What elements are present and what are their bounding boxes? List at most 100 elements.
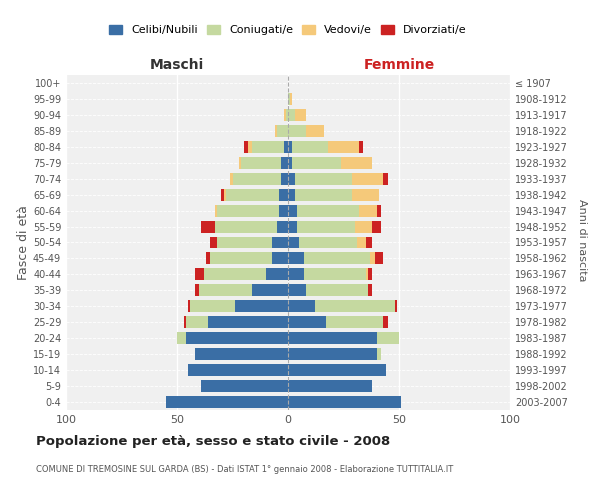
Bar	[188, 364, 288, 376]
Bar	[210, 252, 272, 264]
Bar	[202, 220, 215, 232]
Bar	[248, 141, 253, 153]
Bar	[186, 316, 208, 328]
Bar	[328, 141, 359, 153]
Bar	[288, 284, 306, 296]
Bar	[377, 204, 381, 216]
Bar	[341, 157, 373, 168]
Bar	[383, 316, 388, 328]
Bar	[288, 332, 377, 344]
Bar	[188, 300, 190, 312]
Bar	[355, 220, 373, 232]
Bar	[377, 332, 399, 344]
Legend: Celibi/Nubili, Coniugati/e, Vedovi/e, Divorziati/e: Celibi/Nubili, Coniugati/e, Vedovi/e, Di…	[105, 20, 471, 40]
Bar	[295, 188, 352, 200]
Bar	[288, 157, 292, 168]
Bar	[368, 268, 373, 280]
Bar	[288, 220, 297, 232]
Bar	[221, 188, 224, 200]
Bar	[286, 109, 288, 121]
Bar	[352, 188, 379, 200]
Bar	[279, 204, 288, 216]
Bar	[195, 284, 199, 296]
Bar	[277, 220, 288, 232]
Bar	[206, 252, 211, 264]
Bar	[232, 172, 281, 184]
Bar	[359, 141, 364, 153]
Bar	[288, 93, 290, 105]
Bar	[288, 364, 386, 376]
Bar	[199, 284, 253, 296]
Bar	[292, 157, 341, 168]
Bar	[288, 300, 314, 312]
Bar	[359, 204, 377, 216]
Bar	[275, 125, 277, 137]
Bar	[195, 268, 203, 280]
Bar	[277, 125, 288, 137]
Bar	[366, 236, 373, 248]
Bar	[297, 220, 355, 232]
Bar	[217, 236, 272, 248]
Text: Anni di nascita: Anni di nascita	[577, 198, 587, 281]
Text: Maschi: Maschi	[150, 58, 204, 72]
Bar	[326, 316, 383, 328]
Bar	[290, 93, 292, 105]
Bar	[241, 157, 281, 168]
Bar	[288, 316, 326, 328]
Bar	[370, 252, 374, 264]
Bar	[295, 109, 306, 121]
Bar	[166, 396, 288, 408]
Bar	[226, 188, 279, 200]
Bar	[295, 172, 352, 184]
Bar	[266, 268, 288, 280]
Bar	[288, 141, 292, 153]
Bar	[253, 141, 284, 153]
Bar	[288, 172, 295, 184]
Bar	[304, 252, 370, 264]
Bar	[366, 268, 368, 280]
Bar	[184, 316, 186, 328]
Bar	[292, 141, 328, 153]
Bar	[288, 125, 306, 137]
Bar	[314, 300, 395, 312]
Bar	[383, 172, 388, 184]
Bar	[215, 220, 277, 232]
Bar	[208, 316, 288, 328]
Bar	[352, 172, 383, 184]
Bar	[297, 204, 359, 216]
Bar	[306, 125, 323, 137]
Bar	[299, 236, 357, 248]
Bar	[288, 236, 299, 248]
Bar	[202, 380, 288, 392]
Bar	[368, 284, 373, 296]
Bar	[374, 252, 383, 264]
Bar	[288, 268, 304, 280]
Bar	[284, 141, 288, 153]
Bar	[306, 284, 368, 296]
Bar	[288, 380, 373, 392]
Bar	[210, 236, 217, 248]
Bar	[217, 204, 279, 216]
Bar	[304, 268, 366, 280]
Text: Popolazione per età, sesso e stato civile - 2008: Popolazione per età, sesso e stato civil…	[36, 435, 390, 448]
Y-axis label: Fasce di età: Fasce di età	[17, 205, 30, 280]
Bar	[195, 348, 288, 360]
Bar	[244, 141, 248, 153]
Bar	[395, 300, 397, 312]
Bar	[190, 300, 235, 312]
Bar	[253, 284, 288, 296]
Bar	[186, 332, 288, 344]
Bar	[284, 109, 286, 121]
Bar	[239, 157, 241, 168]
Bar	[288, 109, 295, 121]
Bar	[230, 172, 233, 184]
Bar	[377, 348, 381, 360]
Bar	[224, 188, 226, 200]
Bar	[288, 252, 304, 264]
Bar	[203, 268, 266, 280]
Text: Femmine: Femmine	[364, 58, 434, 72]
Bar	[357, 236, 366, 248]
Bar	[373, 220, 381, 232]
Bar	[288, 348, 377, 360]
Bar	[272, 252, 288, 264]
